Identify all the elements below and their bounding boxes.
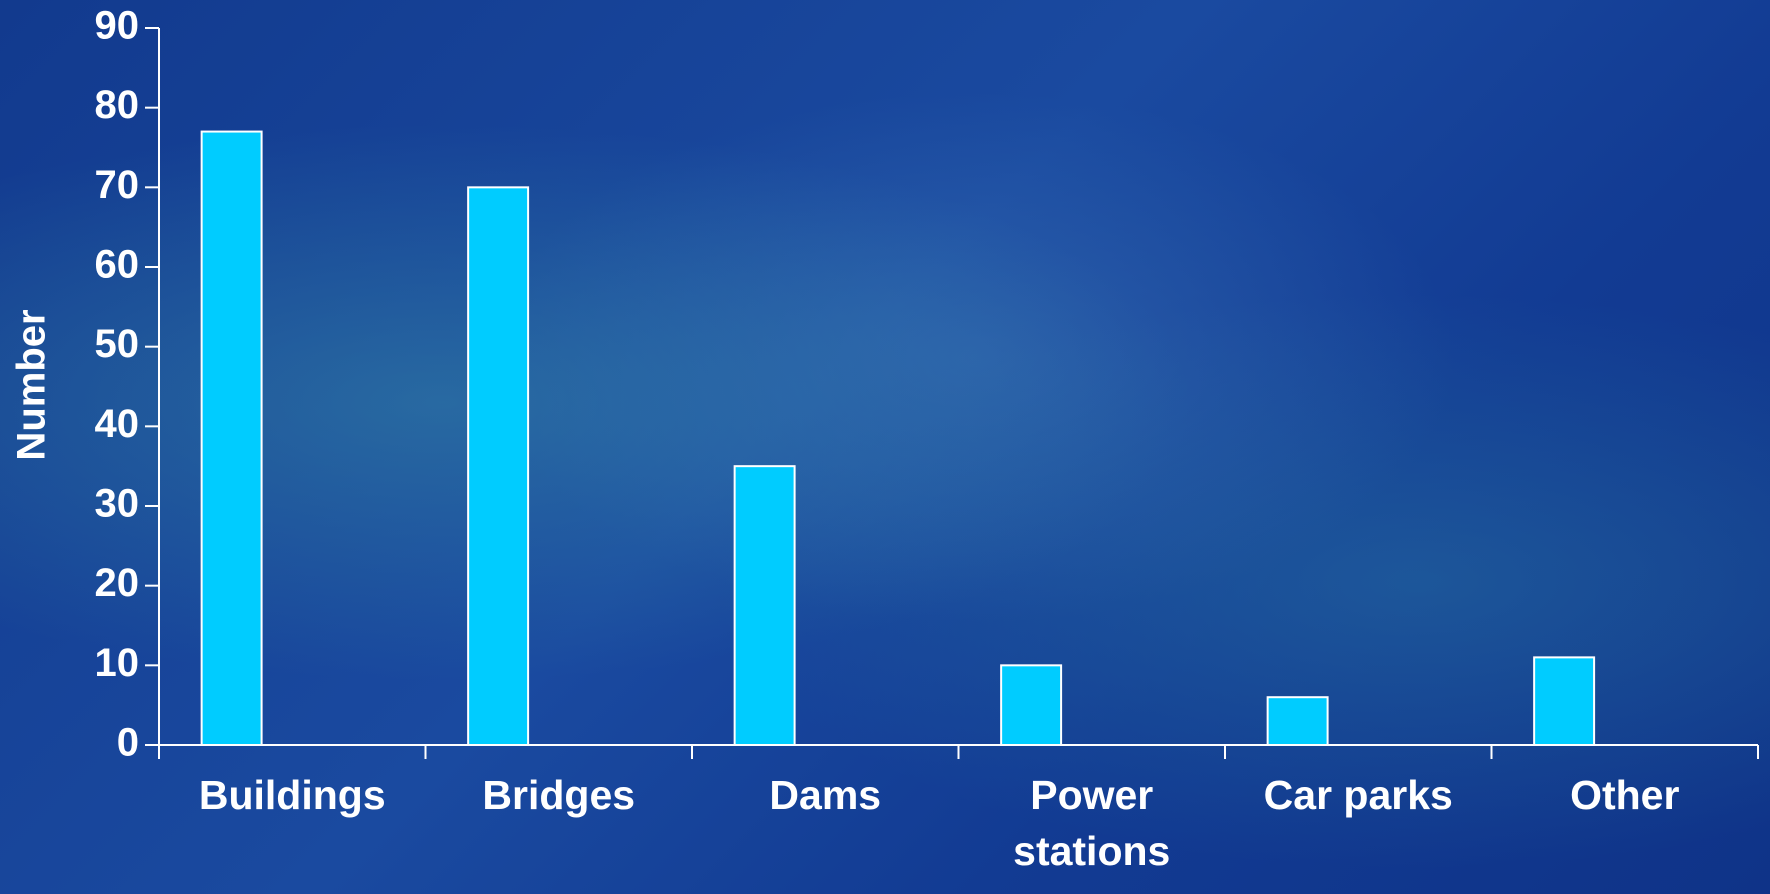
y-tick-label: 20	[95, 561, 140, 605]
bar	[1266, 696, 1329, 747]
y-tick-label: 70	[95, 163, 140, 207]
y-tick-label: 90	[95, 4, 140, 48]
y-tick-label: 10	[95, 641, 140, 685]
bar	[1000, 664, 1063, 746]
bar	[733, 465, 796, 746]
x-tick-label: Other	[1570, 772, 1680, 818]
bar	[467, 186, 530, 747]
bar	[1533, 656, 1596, 746]
y-tick-label: 50	[95, 322, 140, 366]
x-tick-label: Car parks	[1263, 772, 1453, 818]
x-tick-label: Buildings	[198, 772, 386, 818]
y-tick-label: 40	[95, 402, 140, 446]
y-tick-label: 0	[117, 721, 139, 765]
y-axis-title: Number	[10, 309, 54, 460]
x-tick-label: Power stations	[1013, 772, 1171, 874]
x-tick-label: Dams	[769, 772, 882, 818]
y-tick-label: 60	[95, 243, 140, 287]
x-tick-label: Bridges	[482, 772, 636, 818]
y-tick-label: 30	[95, 482, 140, 526]
y-tick-label: 80	[95, 83, 140, 127]
bar	[200, 130, 263, 747]
